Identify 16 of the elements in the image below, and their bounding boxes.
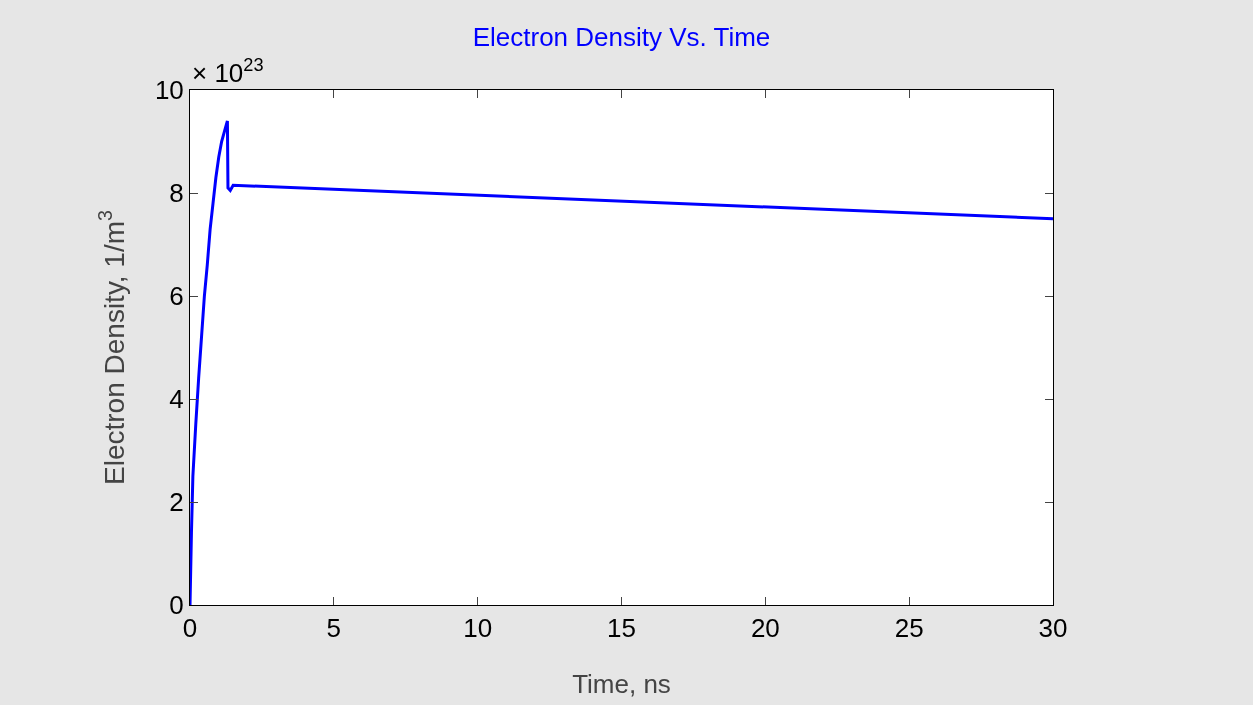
x-tick-label: 10 (463, 613, 493, 644)
chart-title: Electron Density Vs. Time (472, 22, 771, 53)
y-tick-label: 8 (169, 178, 184, 209)
x-tick-label: 15 (607, 613, 636, 644)
x-tick-label: 25 (894, 613, 924, 644)
x-axis-title: Time, ns (572, 669, 671, 699)
y-tick-label: 2 (169, 487, 184, 518)
y-tick-label: 0 (169, 590, 184, 621)
x-tick-label: 5 (326, 613, 342, 644)
line-series (190, 119, 1053, 605)
x-tick-label: 30 (1038, 613, 1068, 644)
y-tick-label: 6 (169, 281, 184, 312)
text: × 10$^{23}$ (192, 55, 264, 88)
y-tick-label: 4 (169, 384, 184, 415)
x-tick-label: 20 (750, 613, 780, 644)
y-tick-label: 10 (154, 75, 184, 106)
